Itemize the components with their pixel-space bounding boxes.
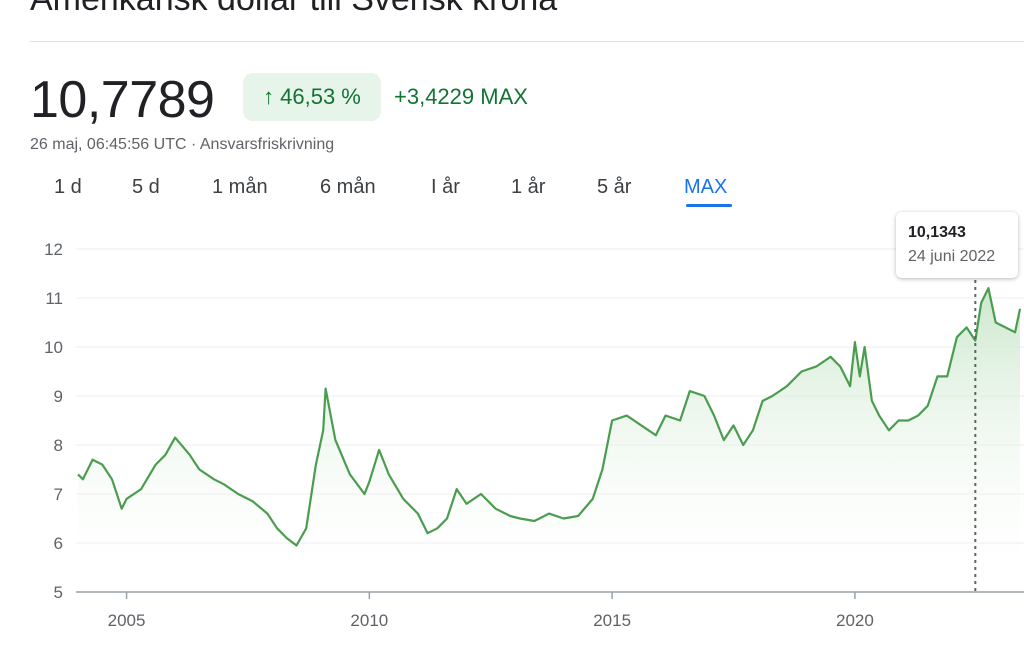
tab-ytd[interactable]: I år <box>431 176 460 198</box>
tooltip-date: 24 juni 2022 <box>908 248 996 265</box>
change-absolute: +3,4229 MAX <box>394 84 528 109</box>
tab-5ar[interactable]: 5 år <box>597 176 632 198</box>
y-tick-label: 6 <box>54 534 63 553</box>
y-tick-label: 5 <box>54 583 63 602</box>
y-tick-label: 9 <box>54 387 63 406</box>
current-price: 10,7789 <box>30 71 215 129</box>
tab-1ar[interactable]: 1 år <box>511 176 546 198</box>
arrow-up-icon: ↑ <box>263 84 275 109</box>
change-percent-badge: ↑ 46,53 % <box>243 73 381 121</box>
disclaimer-link[interactable]: Ansvarsfriskrivning <box>199 136 335 153</box>
y-tick-label: 10 <box>44 338 63 357</box>
y-tick-label: 8 <box>54 436 63 455</box>
x-tick-label: 2005 <box>108 611 146 630</box>
x-axis: 2005 2010 2015 2020 <box>108 592 874 630</box>
separator: · <box>186 136 200 153</box>
timestamp-line: 26 maj, 06:45:56 UTC · Ansvarsfriskrivni… <box>30 136 334 154</box>
tab-1man[interactable]: 1 mån <box>212 176 268 198</box>
series-line <box>77 287 1022 547</box>
active-tab-indicator <box>686 204 732 207</box>
title-divider <box>30 41 1024 42</box>
y-axis: 5 6 7 8 9 10 11 12 <box>44 240 63 602</box>
y-tick-label: 11 <box>45 289 63 308</box>
tab-max[interactable]: MAX <box>684 176 728 198</box>
timestamp: 26 maj, 06:45:56 UTC <box>30 136 187 153</box>
y-tick-label: 7 <box>54 485 63 504</box>
y-tick-label: 12 <box>44 240 63 259</box>
page-title: Amerikansk dollar till Svensk krona <box>30 0 557 19</box>
tab-1d[interactable]: 1 d <box>54 176 82 198</box>
area-fill <box>78 288 1020 592</box>
tab-5d[interactable]: 5 d <box>132 176 160 198</box>
x-tick-label: 2010 <box>350 611 388 630</box>
tab-6man[interactable]: 6 mån <box>320 176 376 198</box>
hover-tooltip: 10,1343 24 juni 2022 <box>896 212 1018 278</box>
x-tick-label: 2020 <box>836 611 874 630</box>
change-percent: 46,53 % <box>280 84 361 109</box>
tooltip-value: 10,1343 <box>908 224 966 241</box>
x-tick-label: 2015 <box>593 611 631 630</box>
